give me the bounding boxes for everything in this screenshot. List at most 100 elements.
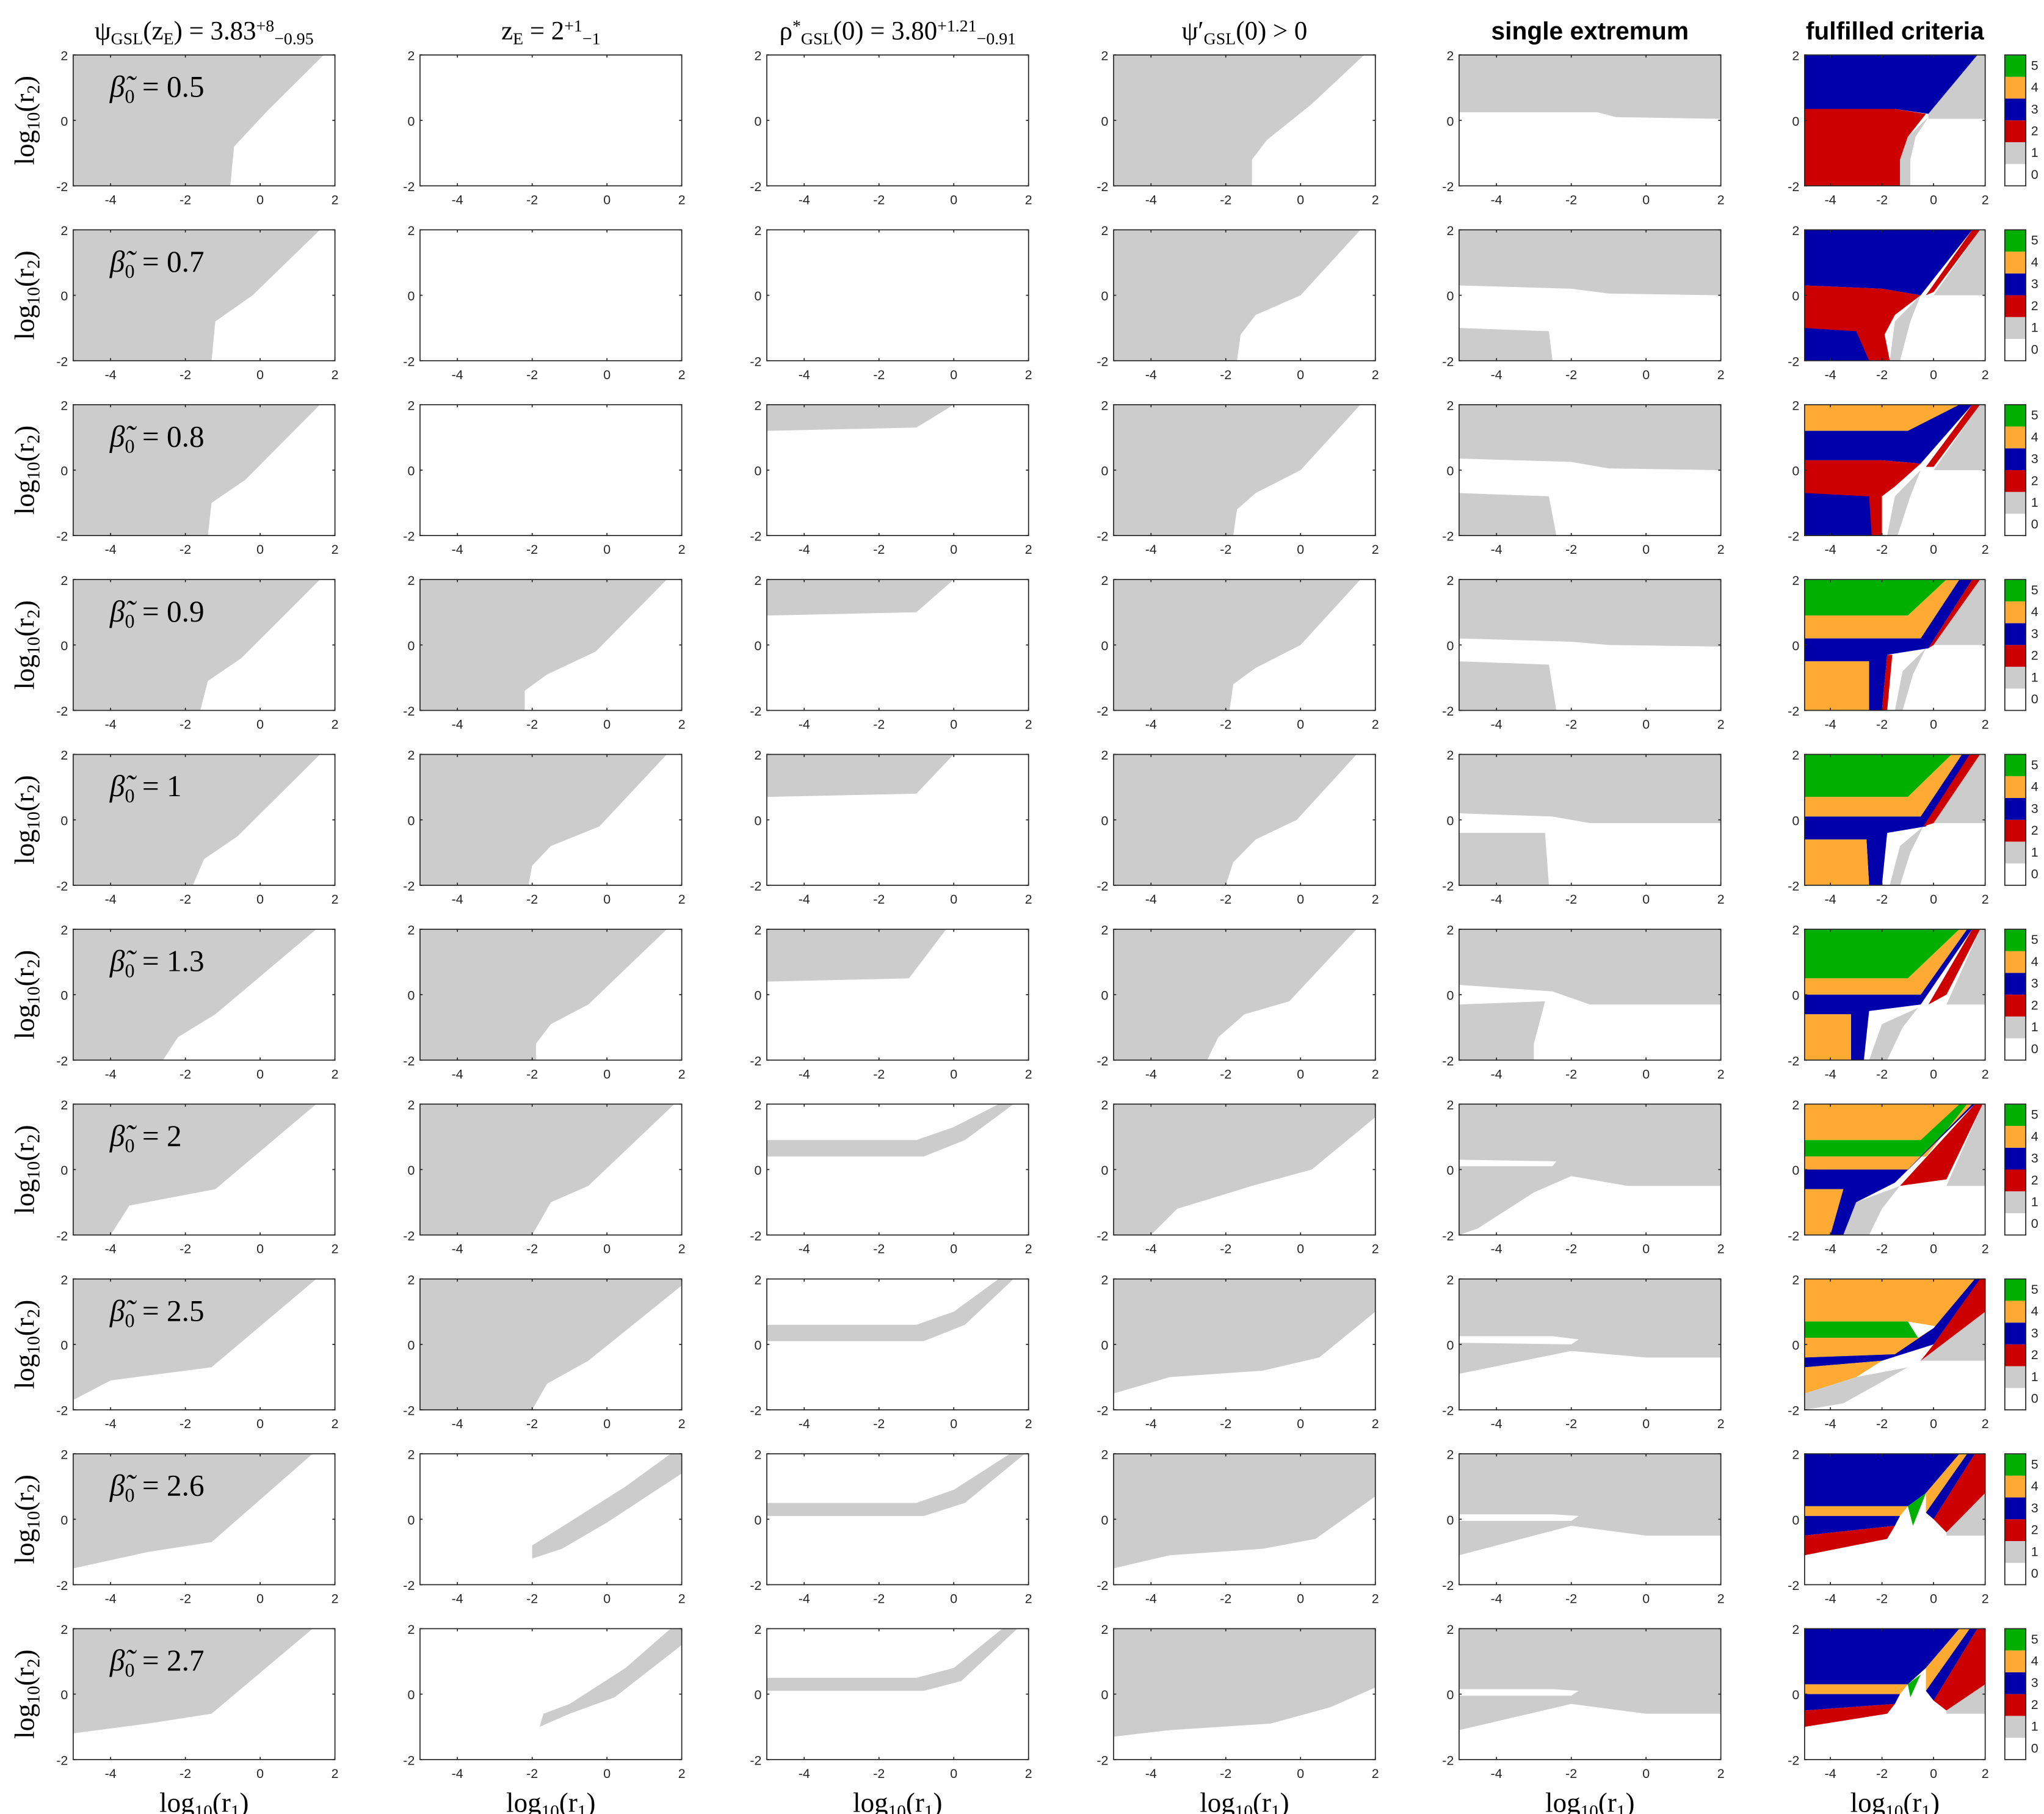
x-tick-label: -2: [1220, 1067, 1231, 1081]
x-tick-label: -4: [1825, 1766, 1836, 1781]
x-tick-label: 2: [1372, 368, 1379, 382]
x-tick-label: 2: [332, 542, 339, 557]
region-level-3: [1804, 404, 1973, 464]
region-level-1: [767, 1279, 1014, 1341]
y-tick-label: 0: [1101, 1338, 1109, 1352]
x-tick-label: 2: [1372, 1067, 1379, 1081]
panel-r10-c4: -4 -2 0 2 2 0 -2 log10(r1): [1096, 1622, 1379, 1814]
text-part: (r: [10, 1143, 40, 1161]
text-part: 2: [24, 1134, 43, 1143]
y-tick-label: -2: [403, 1054, 415, 1068]
y-tick-label: 2: [407, 398, 415, 413]
x-tick-label: 2: [1025, 892, 1032, 907]
x-tick-label: -4: [799, 1417, 810, 1431]
region-level-2: [1804, 1703, 1895, 1727]
y-tick-label: -2: [750, 529, 761, 544]
x-tick-label: 2: [1025, 1766, 1032, 1781]
colorbar-tick-label: 5: [2031, 233, 2039, 248]
text-part: (r: [1253, 1788, 1271, 1814]
beta-subscript: 0: [125, 435, 134, 457]
text-part: (r: [559, 1788, 578, 1814]
panel-r9-c2: -4 -2 0 2 2 0 -2: [403, 1448, 685, 1606]
text-part: fulfilled criteria: [1806, 16, 1984, 45]
text-part: log: [10, 305, 40, 340]
colorbar-tick-label: 5: [2031, 1632, 2039, 1647]
text-part: E: [513, 30, 523, 49]
x-tick-label: 0: [1642, 1417, 1650, 1431]
colorbar-level-3: [2004, 1497, 2026, 1520]
x-tick-label: 2: [1982, 542, 1989, 557]
y-tick-label: 2: [1446, 223, 1454, 238]
x-tick-label: 2: [1372, 892, 1379, 907]
y-tick-label: 0: [1792, 114, 1799, 129]
colorbar-level-1: [2004, 142, 2026, 164]
x-tick-label: 2: [1372, 1242, 1379, 1257]
x-tick-label: 0: [1642, 368, 1650, 382]
y-tick-label: 0: [1101, 639, 1109, 653]
beta-label: β̃0 = 0.5: [109, 70, 205, 107]
region-level-1: [1459, 1104, 1721, 1235]
y-tick-label: -2: [403, 879, 415, 893]
colorbar-level-5: [2004, 1279, 2026, 1301]
y-tick-label: -2: [1442, 354, 1454, 369]
colorbar-tick-label: 1: [2031, 1370, 2039, 1384]
y-tick-label: -2: [1096, 529, 1108, 544]
x-tick-label: -2: [526, 542, 538, 557]
region-level-4: [1804, 1279, 1985, 1329]
region-level-4: [1804, 1104, 1960, 1141]
region-level-1: [73, 230, 321, 361]
x-tick-label: -2: [873, 192, 885, 207]
panel-r1-c5: -4 -2 0 2 2 0 -2 single extremum: [1442, 16, 1724, 207]
y-tick-label: 2: [1446, 1622, 1454, 1637]
text-part: 10: [24, 287, 43, 305]
x-tick-label: -4: [1825, 717, 1836, 732]
x-tick-label: 2: [678, 192, 686, 207]
colorbar-level-5: [2004, 1454, 2026, 1476]
region-layer: [1804, 929, 1985, 1061]
y-tick-label: 2: [407, 49, 415, 63]
y-tick-label: 2: [755, 398, 762, 413]
x-tick-label: 2: [332, 1591, 339, 1606]
x-tick-label: 0: [1297, 542, 1304, 557]
region-level-1: [1933, 230, 1985, 296]
beta-label: β̃0 = 2: [109, 1119, 182, 1156]
colorbar-level-3: [2004, 273, 2026, 296]
y-tick-label: 0: [755, 289, 762, 303]
x-tick-label: -4: [1825, 1591, 1836, 1606]
colorbar-level-4: [2004, 426, 2026, 449]
panel-r1-c6: -4 -2 0 2 2 0 -2 0 1 2 3 4 5 fulfilled criteria: [1788, 16, 2038, 207]
region-layer: [1804, 1279, 1985, 1410]
region-level-0: [1459, 1159, 1557, 1167]
text-part: 2: [24, 1658, 43, 1667]
x-tick-label: 2: [1717, 717, 1725, 732]
x-tick-label: 2: [678, 892, 686, 907]
beta-subscript: 0: [125, 1309, 134, 1331]
x-tick-label: 2: [1372, 1591, 1379, 1606]
text-part: GSL: [801, 30, 833, 49]
colorbar-tick-label: 2: [2031, 473, 2039, 488]
y-tick-label: -2: [1788, 1054, 1799, 1068]
x-tick-label: 2: [332, 368, 339, 382]
x-tick-label: -4: [1825, 1067, 1836, 1081]
y-tick-label: 2: [1792, 748, 1799, 763]
y-tick-label: -2: [750, 1228, 761, 1243]
x-tick-label: 0: [1642, 1242, 1650, 1257]
region-layer: [1114, 1628, 1375, 1737]
colorbar: 0 1 2 3 4 5: [2004, 579, 2039, 711]
text-part: (0) > 0: [1236, 16, 1307, 45]
text-part: ψ′: [1181, 16, 1203, 45]
colorbar-tick-label: 1: [2031, 670, 2039, 684]
x-tick-label: 2: [1982, 1242, 1989, 1257]
text-part: (r: [10, 1318, 40, 1336]
x-tick-label: 0: [603, 1417, 611, 1431]
region-level-3: [1804, 1279, 1981, 1368]
plot-area: [767, 1104, 1029, 1235]
x-tick-label: 0: [256, 1591, 264, 1606]
y-tick-label: 2: [1101, 1098, 1109, 1112]
region-level-1: [767, 1454, 1025, 1516]
colorbar-level-1: [2004, 841, 2026, 864]
panel-r2-c2: -4 -2 0 2 2 0 -2: [403, 223, 685, 382]
panel-r9-c4: -4 -2 0 2 2 0 -2: [1096, 1448, 1379, 1606]
x-tick-label: 2: [1372, 1417, 1379, 1431]
colorbar-tick-label: 5: [2031, 758, 2039, 772]
